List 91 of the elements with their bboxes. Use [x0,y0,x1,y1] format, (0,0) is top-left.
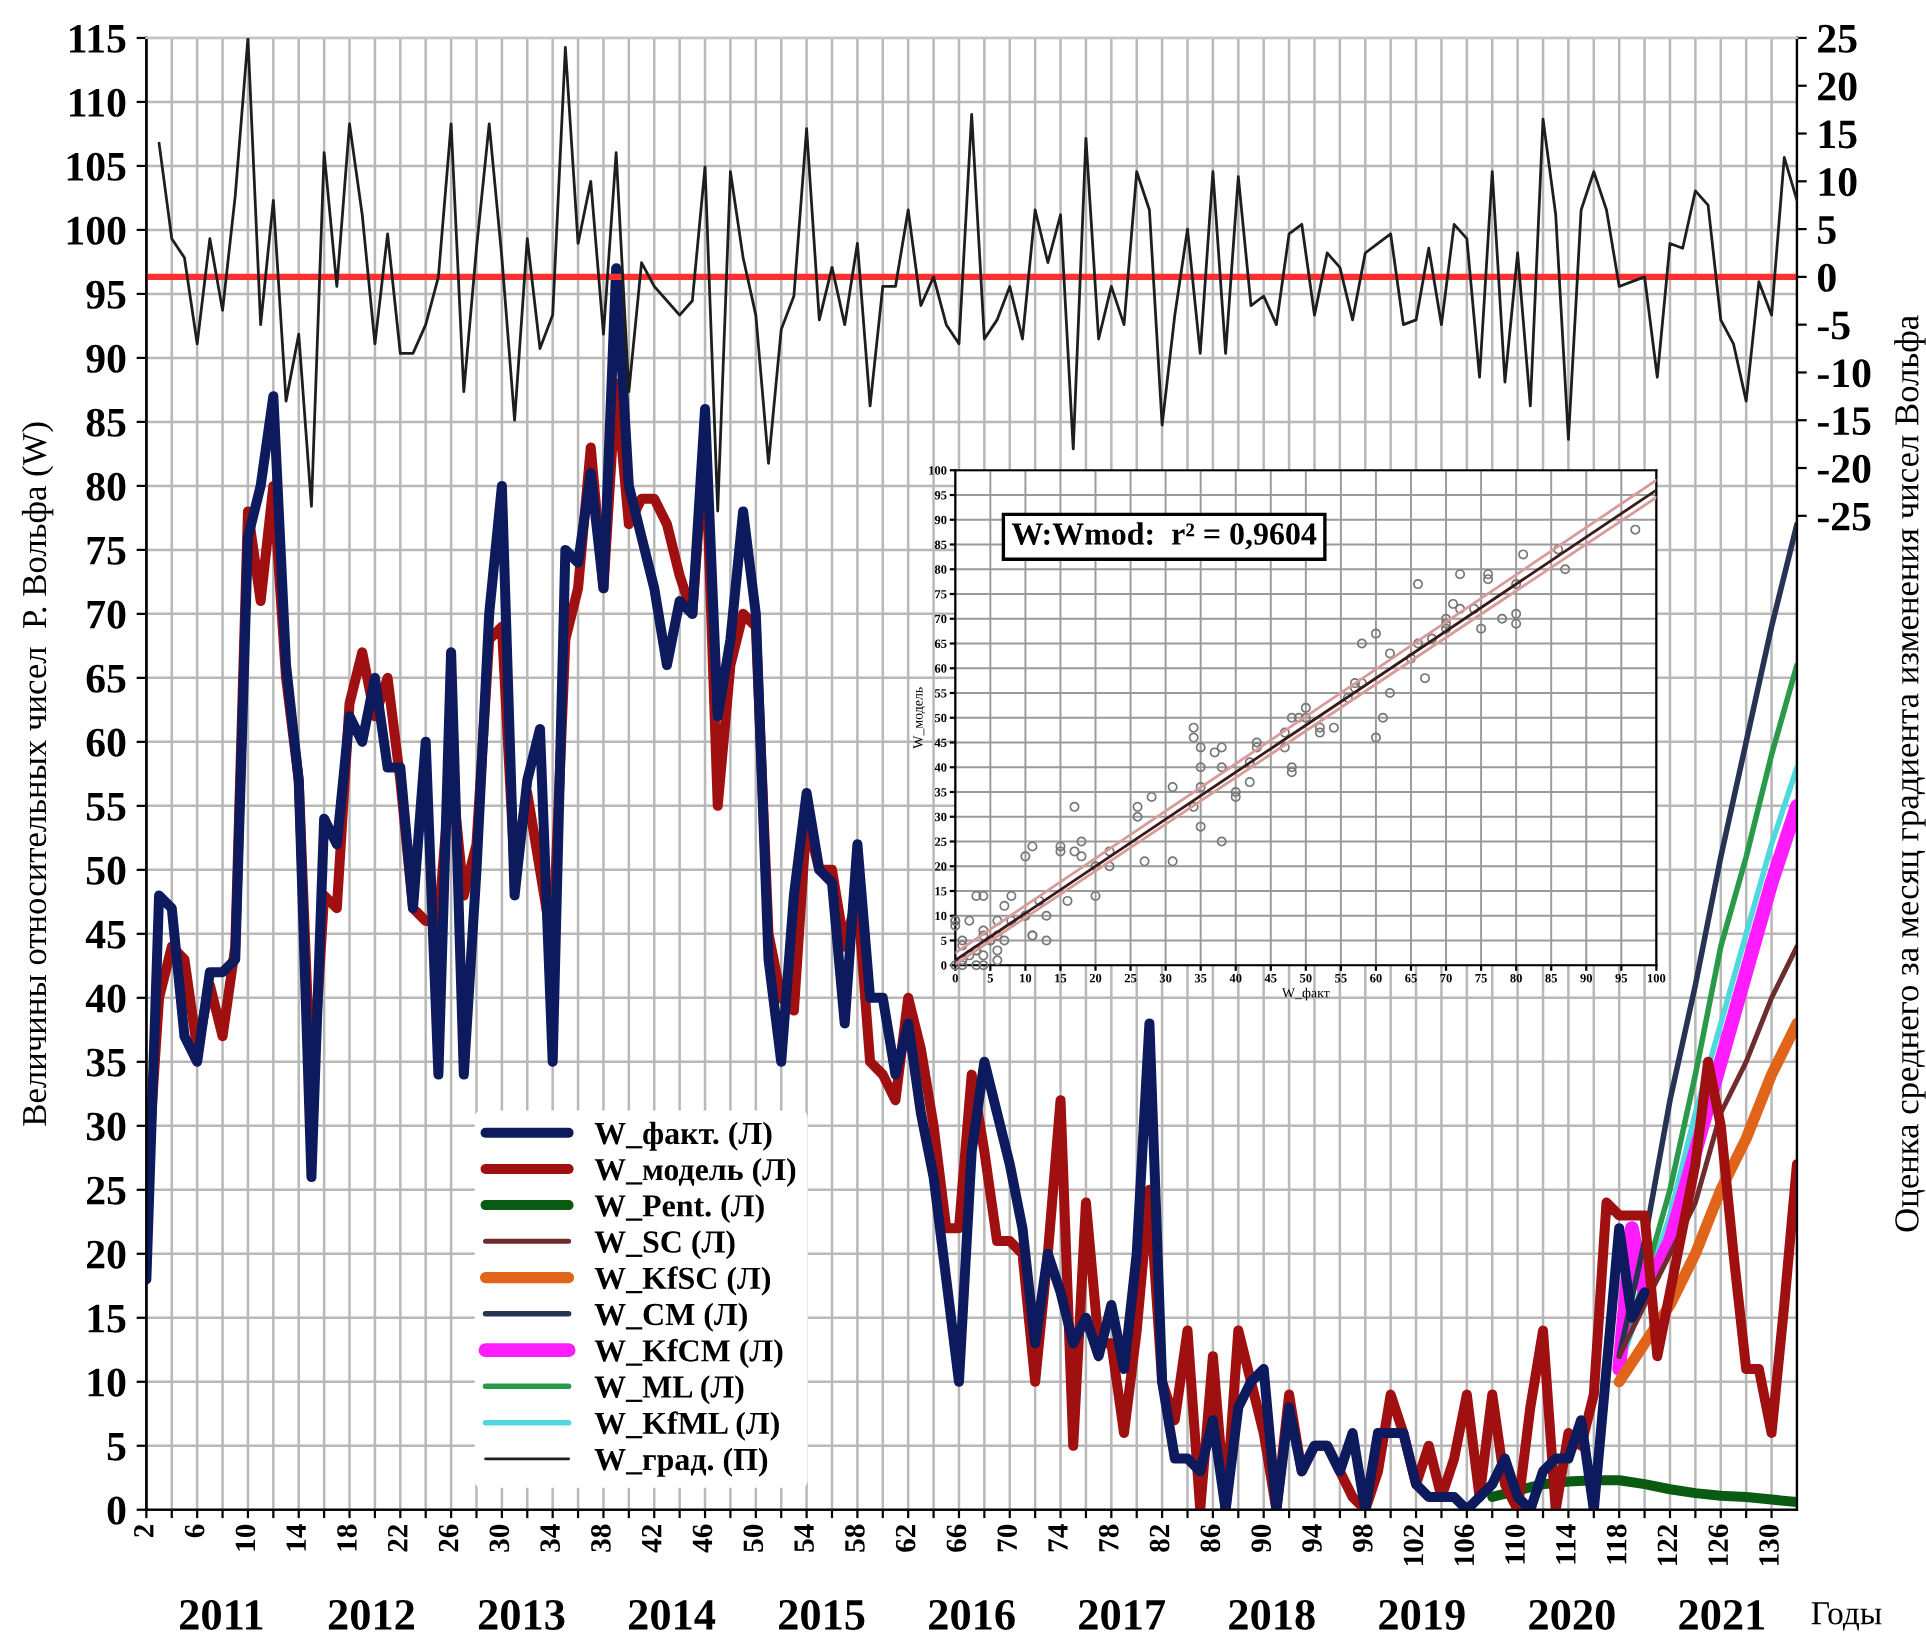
x-tick-label: 86 [1200,1524,1221,1552]
y-tick-label: 90 [86,344,126,373]
y2-tick-label: 10 [1819,168,1857,197]
y-tick-label: 10 [88,1368,126,1397]
x-tick-label: 106 [1454,1524,1475,1566]
x-tick-label: 90 [1251,1524,1271,1553]
x-tick-label: 102 [1403,1524,1424,1566]
x-tick-label: 62 [895,1524,916,1552]
legend-label: W_модель (Л) [594,1157,796,1187]
x-tick-label: 78 [1098,1524,1119,1552]
x-tick-label: 14 [286,1524,306,1551]
x-tick-label: 42 [641,1524,662,1553]
x-tick-label: 98 [1352,1524,1373,1553]
x-tick-label: 122 [1657,1524,1677,1566]
y2-tick-label: -15 [1817,407,1871,436]
y2-axis-title: Оценка среднего за месяц градиента изменения чисел Вольфа [1894,315,1926,1232]
x-tick-label: 50 [743,1524,764,1552]
x2-tick-label: 2012 [328,1599,414,1630]
x-tick-label: 18 [337,1524,357,1551]
y2-tick-label: -20 [1817,454,1871,483]
legend-label: W_KfCM (Л) [594,1338,783,1369]
y2-tick-label: 15 [1819,120,1857,149]
x-tick-label: 6 [184,1524,205,1538]
y-tick-label: 80 [86,472,126,501]
x-tick-label: 58 [845,1524,865,1552]
x2-tick-label: 2013 [478,1599,565,1630]
annotation: W:Wmod: r² = 0,9604 [1011,522,1317,550]
legend-label: W_ML (Л) [594,1375,744,1405]
x2-tick-label: 2014 [628,1599,716,1630]
x-tick-label: 114 [1556,1524,1576,1564]
y-tick-label: 75 [87,537,126,565]
legend-label: W_CM (Л) [594,1302,747,1332]
x-tick-label: 30 [489,1524,510,1552]
y-tick-label: 100 [67,216,126,245]
legend-label: W_SC (Л) [594,1230,735,1260]
y-tick-label: 55 [86,793,126,821]
x2-tick-label: 2021 [1679,1599,1765,1630]
y-tick-label: 60 [86,728,126,757]
x-tick-label: 46 [692,1524,713,1553]
x-tick-label: 54 [794,1524,814,1552]
x2-tick-label: 2016 [929,1599,1015,1630]
y2-tick-label: 25 [1818,24,1857,53]
y-tick-label: 50 [86,856,126,885]
y-tick-label: 115 [70,24,126,53]
y-tick-label: 85 [86,408,126,437]
x-tick-label: 126 [1708,1524,1729,1566]
x-tick-label: 66 [946,1524,967,1552]
y-tick-label: 45 [85,920,126,949]
x-tick-label: 34 [540,1524,560,1552]
y-tick-label: 25 [87,1176,126,1205]
x-tick-label: 118 [1606,1524,1627,1564]
x-tick-label: 130 [1759,1524,1779,1566]
legend-label: W_Pent. (Л) [594,1194,764,1224]
x-tick-label: 2 [134,1524,154,1537]
y2-tick-label: 5 [1818,216,1836,244]
y-tick-label: 110 [70,88,126,117]
y-tick-label: 105 [67,152,126,181]
legend-label: W_град. (П) [594,1447,768,1477]
y-tick-label: 20 [87,1240,126,1269]
y-axis-title: Величины относительных чисел Р. Вольфа (W) [21,422,54,1126]
y2-tick-label: -10 [1817,359,1871,388]
x-tick-label: 10 [235,1524,256,1551]
x2-tick-label: 2020 [1529,1599,1615,1630]
y-tick-label: 5 [107,1432,126,1461]
x2-tick-label: 2018 [1229,1599,1315,1630]
legend-label: W_факт. (Л) [594,1121,772,1151]
x-tick-label: 38 [591,1524,611,1552]
x-tick-label: 74 [1048,1524,1068,1552]
x2-tick-label: 2011 [180,1599,263,1630]
legend-label: W_KfSC (Л) [594,1266,771,1296]
y-tick-label: 15 [88,1304,126,1333]
y-tick-label: 95 [86,280,126,309]
y2-tick-label: 20 [1818,72,1857,101]
y-tick-label: 70 [87,600,126,629]
x-tick-label: 26 [438,1524,459,1552]
y2-tick-label: -25 [1817,502,1871,531]
y2-tick-label: 0 [1817,263,1836,292]
x2-tick-label: 2019 [1379,1599,1465,1630]
x2-axis-title: Годы [1811,1602,1882,1631]
legend-label: W_KfML (Л) [594,1411,779,1441]
y-tick-label: 35 [86,1048,126,1077]
x-tick-label: 94 [1302,1524,1322,1553]
x-tick-label: 82 [1149,1524,1170,1552]
y-tick-label: 30 [86,1112,126,1141]
x2-tick-label: 2015 [779,1599,865,1630]
y2-tick-label: -5 [1817,311,1850,340]
y-tick-label: 65 [86,664,126,693]
x2-tick-label: 2017 [1079,1599,1166,1630]
x-tick-label: 70 [997,1524,1018,1552]
x-tick-label: 22 [388,1524,408,1552]
x-tick-label: 110 [1505,1524,1525,1564]
